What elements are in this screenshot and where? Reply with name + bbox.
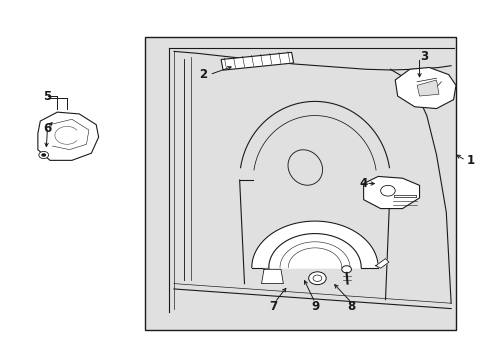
Circle shape bbox=[308, 272, 325, 285]
Polygon shape bbox=[394, 67, 455, 109]
Polygon shape bbox=[416, 80, 438, 96]
Text: 1: 1 bbox=[466, 154, 474, 167]
Polygon shape bbox=[251, 221, 377, 267]
Circle shape bbox=[312, 275, 321, 282]
Text: 6: 6 bbox=[43, 122, 52, 135]
Text: 5: 5 bbox=[43, 90, 52, 103]
Polygon shape bbox=[375, 258, 388, 268]
Text: 8: 8 bbox=[346, 300, 355, 313]
Polygon shape bbox=[38, 112, 99, 160]
Polygon shape bbox=[221, 52, 293, 70]
Text: 9: 9 bbox=[310, 300, 319, 313]
Ellipse shape bbox=[287, 150, 322, 185]
Text: 7: 7 bbox=[269, 300, 277, 313]
Circle shape bbox=[39, 152, 48, 158]
Text: 3: 3 bbox=[420, 50, 427, 63]
Polygon shape bbox=[261, 269, 283, 284]
Text: 2: 2 bbox=[199, 68, 207, 81]
Circle shape bbox=[41, 153, 46, 157]
Circle shape bbox=[341, 266, 351, 273]
Polygon shape bbox=[363, 176, 419, 208]
Text: 4: 4 bbox=[359, 177, 367, 190]
Bar bbox=[144, 37, 455, 330]
